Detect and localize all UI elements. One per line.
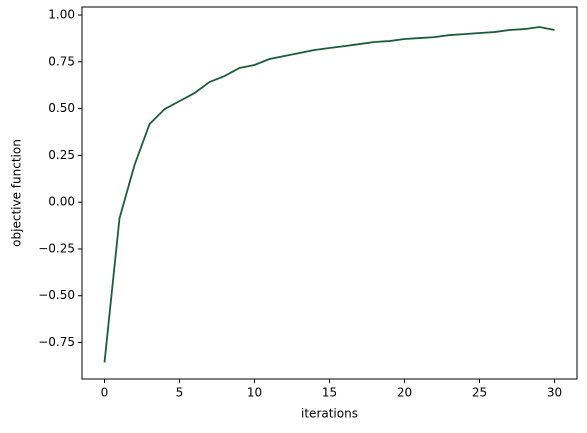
- y-tick-label: 0.25: [48, 148, 75, 162]
- x-tick-label: 5: [176, 386, 184, 400]
- x-tick-label: 20: [397, 386, 412, 400]
- x-tick-label: 30: [547, 386, 562, 400]
- x-tick-label: 25: [472, 386, 487, 400]
- x-axis-label: iterations: [301, 407, 358, 421]
- y-axis-label: objective function: [10, 139, 24, 247]
- x-tick-label: 10: [247, 386, 262, 400]
- x-tick-label: 15: [322, 386, 337, 400]
- y-tick-label: −0.75: [38, 335, 75, 349]
- axes-frame: [81, 6, 578, 380]
- y-tick-label: −0.25: [38, 241, 75, 255]
- y-tick-label: 0.00: [48, 195, 75, 209]
- y-tick-label: 1.00: [48, 8, 75, 22]
- x-tick-label: 0: [101, 386, 109, 400]
- line: [103, 26, 555, 363]
- y-tick-label: 0.50: [48, 101, 75, 115]
- y-tick-label: −0.50: [38, 288, 75, 302]
- y-tick-label: 0.75: [48, 54, 75, 68]
